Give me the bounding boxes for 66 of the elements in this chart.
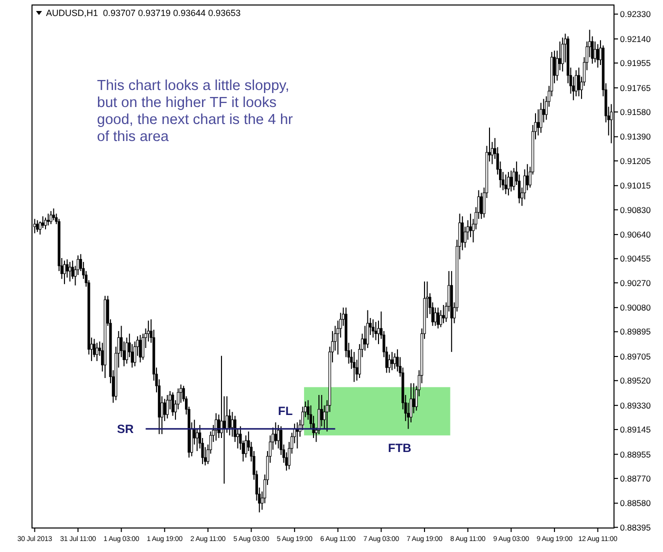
candlestick [504,174,508,195]
y-tick-label: 0.92330 [620,9,651,20]
y-tick-label: 0.90455 [620,254,651,264]
candlestick [372,318,374,338]
candlestick [434,307,437,326]
candlestick [536,108,540,136]
y-tick-label: 0.88770 [620,473,651,484]
annotation: FL [278,404,293,418]
candlestick [561,37,564,72]
candlestick [63,260,66,285]
candlestick [596,44,600,68]
y-tick-label: 0.89145 [620,424,651,435]
y-tick-label: 0.88955 [620,449,651,460]
ref-line-label: SR [117,422,134,436]
candlestick [578,67,580,97]
candlestick [52,208,55,221]
y-tick-label: 0.89520 [620,376,651,386]
y-tick-label: 0.89895 [620,326,651,337]
candlestick [274,422,277,446]
candlestick [50,210,52,225]
y-tick-label: 0.88580 [620,498,651,508]
candlestick [388,354,391,374]
annotation: This chart looks a little sloppy, but on the higher TF it looks good, the next chart is the 4 hr of this area [97,78,294,145]
candlestick [214,412,218,442]
y-tick-label: 0.91580 [620,106,651,117]
y-tick-label: 0.90080 [620,302,651,313]
candlestick [374,321,378,341]
candlestick [134,340,136,367]
y-tick-label: 0.92140 [620,34,651,44]
y-tick-label: 0.89330 [620,400,651,410]
candlestick [507,171,510,196]
candlestick [461,216,464,251]
y-tick-label: 0.90270 [620,278,651,288]
candlestick [436,307,440,329]
candlestick [96,342,98,362]
candlestick [442,304,445,324]
candlestick [125,337,128,364]
candlestick [352,351,356,382]
y-tick-label: 0.91955 [620,58,651,68]
y-tick-label: 0.91205 [620,156,651,166]
y-tick-label: 0.88395 [620,522,651,532]
y-tick-label: 0.89705 [620,351,651,362]
candlestick [171,392,174,416]
candlestick [574,70,578,97]
candlestick [526,164,529,191]
candlestick [42,216,44,229]
y-tick-label: 0.90830 [620,204,651,215]
y-tick-label: 0.91015 [620,180,651,191]
annotation: FTB [388,441,412,455]
candlestick [390,351,394,371]
candlestick [44,217,47,230]
y-tick-label: 0.91390 [620,132,651,142]
chart-title: AUDUSD,H1 0.93707 0.93719 0.93644 0.93653 [46,8,241,18]
candlestick [166,394,169,419]
candlestick [510,170,512,192]
y-tick-label: 0.91765 [620,82,651,93]
candlestick [46,213,50,226]
candlestick [540,102,542,134]
candlestick [393,352,396,370]
candlestick [92,338,96,358]
candlestick [36,220,39,232]
y-tick-label: 0.90640 [620,230,651,240]
candlestick [366,310,369,349]
candlestick [138,334,142,363]
candlestick [68,261,72,282]
candlestick [244,434,248,458]
